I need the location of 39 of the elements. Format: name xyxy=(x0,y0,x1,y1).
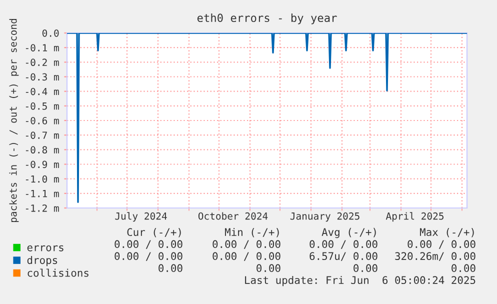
y-tick-label: -1.0 m xyxy=(26,175,59,183)
text: 0.00 / 0.00 xyxy=(212,240,280,249)
text: Max (-/+) xyxy=(420,228,474,238)
y-tick-label: -1.2 m xyxy=(26,204,59,212)
text: Cur (-/+) xyxy=(127,228,181,238)
y-tick-label: -0.1 m xyxy=(26,44,59,52)
text: 0.00 xyxy=(452,264,476,272)
x-tick-label: April 2025 xyxy=(386,212,444,222)
text: 0.00 / 0.00 xyxy=(310,240,378,249)
y-tick-label: -0.9 m xyxy=(26,160,59,168)
y-tick-label: -0.6 m xyxy=(26,117,59,124)
legend-label: errors xyxy=(27,245,64,252)
y-tick-label: -0.4 m xyxy=(26,88,59,96)
x-tick-label: October 2024 xyxy=(198,212,268,220)
legend-label: drops xyxy=(27,256,58,266)
text: 0.00 / 0.00 xyxy=(212,252,280,261)
chart-title: eth0 errors - by year xyxy=(197,13,337,24)
text: 320.26m/ 0.00 xyxy=(395,252,476,261)
text: 0.00 xyxy=(256,264,280,272)
text: Avg (-/+) xyxy=(322,228,376,238)
text: 0.00 / 0.00 xyxy=(114,240,182,249)
y-tick-label: -1.1 m xyxy=(26,190,59,198)
text: 0.00 / 0.00 xyxy=(114,252,182,261)
text: Last update: Fri Jun 6 05:00:24 2025 xyxy=(245,276,476,286)
y-tick-label: -0.7 m xyxy=(26,132,59,139)
text: 6.57u/ 0.00 xyxy=(310,252,378,261)
text: 0.00 xyxy=(158,264,182,272)
text: Min (-/+) xyxy=(224,228,279,238)
x-tick-label: January 2025 xyxy=(290,212,360,222)
y-axis-title: packets in (-) / out (+) per second xyxy=(9,18,19,222)
legend-label: collisions xyxy=(28,268,88,277)
y-tick-label: -0.3 m xyxy=(26,73,59,81)
y-tick-label: -0.5 m xyxy=(26,102,59,110)
x-tick-label: July 2024 xyxy=(115,212,167,222)
y-tick-label: -0.8 m xyxy=(26,146,59,154)
y-tick-label: 0.0 xyxy=(42,30,59,37)
text: 0.00 / 0.00 xyxy=(408,240,476,249)
y-tick-label: -0.2 m xyxy=(26,58,59,66)
text: 0.00 xyxy=(354,264,378,272)
